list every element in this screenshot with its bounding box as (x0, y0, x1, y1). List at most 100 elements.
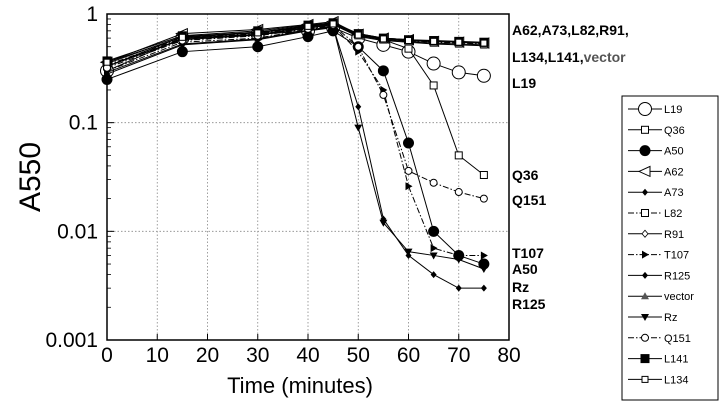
data-point-l134 (254, 29, 262, 37)
legend-item-a50: A50 (628, 145, 684, 158)
x-axis-label: Time (minutes) (227, 373, 373, 398)
series-t107 (104, 21, 488, 260)
x-tick-label: 60 (397, 344, 420, 367)
series-l134 (103, 20, 488, 66)
legend-marker (642, 250, 649, 259)
annotation-label: A62,A73,L82,R91, (512, 22, 629, 38)
legend-marker (642, 188, 648, 196)
legend-item-rz: Rz (628, 312, 677, 324)
data-point-rz (404, 248, 413, 256)
annotation-label: Rz (512, 279, 529, 295)
data-point-t107 (480, 251, 488, 260)
data-point-rz (454, 256, 463, 264)
annotation-part: Q36 (512, 167, 539, 183)
legend-frame (621, 95, 719, 401)
annotation-label: A50 (512, 261, 538, 277)
legend-item-q151: Q151 (628, 333, 691, 345)
grid (107, 14, 509, 340)
data-point-q151 (479, 194, 488, 203)
data-point-a50 (377, 65, 389, 77)
annotation-label: R125 (512, 296, 546, 312)
data-point-l134 (379, 35, 387, 43)
data-point-l19 (451, 65, 466, 80)
data-point-q36 (429, 81, 438, 90)
annotation-label: L19 (512, 75, 536, 91)
legend-item-l134: L134 (628, 374, 688, 386)
data-point-t107 (430, 244, 438, 253)
x-tick-label: 70 (447, 344, 470, 367)
axis-ticks: 0 10 20 30 40 50 60 70 80 0.001 0.01 0.1 1 (45, 3, 520, 367)
legend-label: Rz (664, 312, 677, 324)
data-point-r125 (455, 284, 462, 292)
legend-label: R91 (664, 229, 684, 241)
data-point-l134 (304, 22, 312, 30)
legend-item-r91: R91 (628, 229, 684, 241)
legend-item-a73: A73 (628, 187, 684, 199)
data-point-l134 (455, 38, 463, 46)
annotation-part: Q151 (512, 192, 546, 208)
annotation-label: Q36 (512, 167, 539, 183)
annotation-part: T107 (512, 245, 544, 261)
series-q151 (103, 21, 488, 203)
data-point-l134 (480, 39, 488, 47)
legend-marker (638, 102, 652, 116)
data-point-t107 (405, 182, 413, 191)
x-tick-label: 0 (101, 344, 113, 367)
legend-label: R125 (664, 270, 690, 282)
legend-marker (641, 375, 649, 383)
x-tick-label: 10 (146, 344, 169, 367)
data-point-q151 (454, 188, 463, 197)
legend-label: Q36 (664, 125, 685, 137)
x-tick-label: 30 (246, 344, 269, 367)
legend-marker (640, 354, 650, 364)
legend-item-r125: R125 (628, 270, 690, 282)
legend-label: vector (664, 291, 694, 303)
x-tick-label: 40 (296, 344, 319, 367)
legend-item-l82: L82 (628, 208, 682, 220)
legend-label: L134 (664, 374, 688, 386)
series-layer (99, 15, 491, 292)
legend-marker (641, 314, 649, 321)
legend-item-t107: T107 (628, 250, 689, 262)
legend-marker (641, 229, 649, 238)
annotation-label: Q151 (512, 192, 546, 208)
data-point-a50 (428, 225, 440, 237)
data-point-a50 (403, 137, 414, 149)
data-point-rz (354, 124, 363, 132)
y-tick-label: 0.001 (45, 329, 98, 352)
data-point-l134 (405, 37, 412, 45)
annotation-part: vector (584, 49, 627, 65)
data-point-rz (429, 252, 438, 260)
legend-item-q36: Q36 (628, 125, 685, 137)
annotation-part: L19 (512, 75, 536, 91)
y-axis-label: A550 (14, 142, 47, 212)
data-point-a50 (252, 41, 264, 53)
annotation-part: A62,A73,L82,R91, (512, 22, 629, 38)
data-point-q151 (429, 178, 438, 187)
x-tick-label: 80 (497, 344, 520, 367)
legend-label: L141 (664, 354, 688, 366)
legend-item-vector: vector (628, 291, 694, 303)
legend-marker (641, 292, 649, 300)
data-point-l19 (476, 68, 491, 83)
y-tick-label: 0.1 (69, 112, 98, 135)
data-point-l134 (354, 31, 362, 39)
legend-item-a62: A62 (628, 165, 684, 178)
annotation-part: L134,L141, (512, 49, 584, 65)
data-point-r125 (480, 284, 487, 292)
data-point-r125 (430, 271, 437, 279)
annotation-part: R125 (512, 296, 546, 312)
y-tick-label: 0.01 (57, 220, 98, 243)
legend-item-l19: L19 (628, 102, 682, 116)
x-tick-label: 20 (196, 344, 219, 367)
legend-label: A73 (664, 187, 684, 199)
legend-label: A50 (664, 146, 684, 158)
data-point-q151 (379, 90, 388, 99)
legend-marker (637, 165, 651, 178)
legend-label: T107 (664, 250, 689, 262)
data-point-rz (379, 219, 388, 227)
legend: L19 Q36 A50 A62 A73 L82 R91 T107 R125 vector Rz Q15… (621, 95, 719, 401)
legend-label: Q151 (664, 333, 691, 345)
data-point-l134 (329, 20, 337, 28)
